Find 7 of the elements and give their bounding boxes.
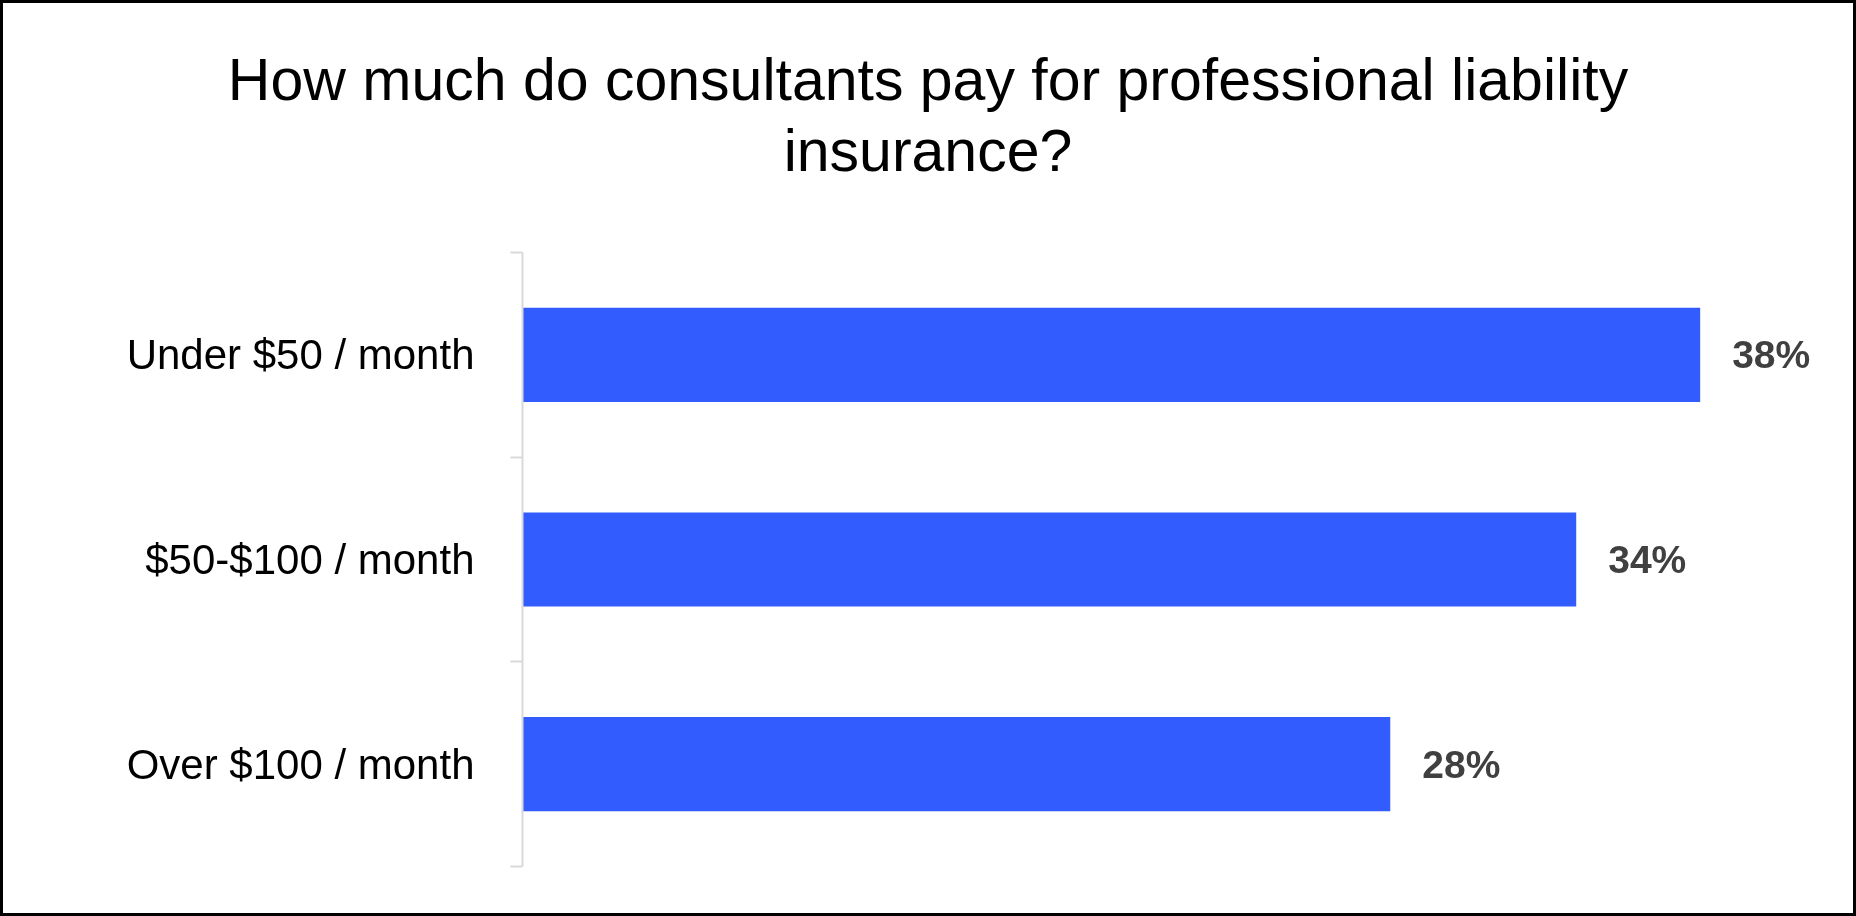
y-tick-label: Under $50 / month xyxy=(126,331,475,379)
y-tick-label: $50-$100 / month xyxy=(145,536,475,583)
data-label: 38% xyxy=(1732,333,1811,377)
chart-title: How much do consultants pay for professional liability insurance? xyxy=(227,46,1629,186)
data-label: 34% xyxy=(1608,538,1687,581)
y-tick-label: Over $100 / month xyxy=(126,740,475,788)
data-label: 28% xyxy=(1422,742,1501,786)
